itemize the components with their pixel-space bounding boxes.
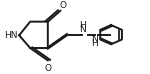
Text: H: H [79, 21, 86, 30]
Text: N: N [92, 35, 98, 44]
Text: HN: HN [4, 31, 17, 40]
Text: O: O [44, 64, 51, 73]
Text: O: O [59, 1, 66, 10]
Text: H: H [92, 39, 98, 48]
Text: N: N [79, 25, 86, 34]
